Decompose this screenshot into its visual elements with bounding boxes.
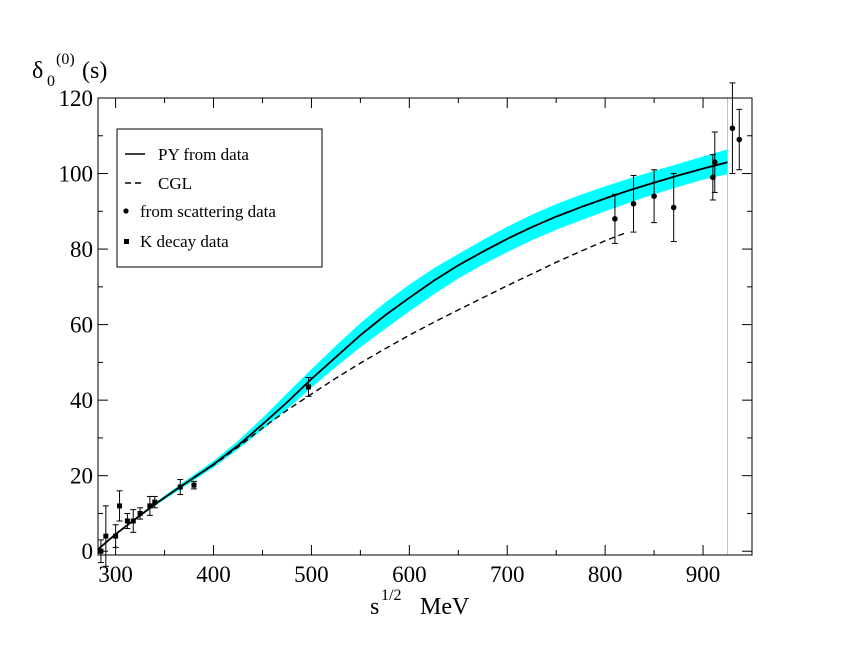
ticks-layer: 300 400 500 600 700 800 900 0 20 40 60 80 100 120: [59, 86, 753, 587]
kdecay-point: [113, 533, 119, 539]
py-error-band: [98, 149, 728, 550]
kdecay-point: [191, 482, 197, 488]
y-tick-label: 100: [59, 162, 94, 187]
y-tick-label: 60: [70, 313, 93, 338]
scattering-point: [670, 204, 677, 211]
legend-label-py: PY from data: [158, 145, 249, 164]
legend-label-scattering: from scattering data: [140, 202, 276, 221]
scattering-point: [729, 125, 736, 132]
scattering-point: [711, 159, 718, 166]
legend-label-kdecay: K decay data: [140, 232, 229, 251]
kdecay-point: [103, 533, 109, 539]
kdecay-point: [305, 384, 311, 390]
x-axis-label-sup: 1/2: [381, 587, 401, 604]
x-tick-label: 400: [196, 562, 231, 587]
y-axis-label-base: δ: [32, 58, 43, 84]
scattering-point: [612, 216, 618, 222]
kdecay-point: [152, 499, 158, 505]
legend-square-symbol: [124, 239, 129, 244]
scattering-point: [630, 200, 637, 207]
scattering-point: [736, 136, 743, 143]
x-tick-label: 700: [490, 562, 525, 587]
cgl-dashed-curve: [97, 232, 625, 550]
y-tick-label: 20: [70, 464, 93, 489]
kdecay-point: [117, 503, 123, 509]
data-points-layer: [97, 82, 743, 567]
y-axis-label-sub: 0: [47, 73, 55, 90]
x-tick-label: 900: [686, 562, 721, 587]
x-axis-label-base: s: [370, 594, 379, 620]
x-tick-label: 500: [294, 562, 329, 587]
error-band-layer: [98, 149, 728, 550]
scattering-point: [710, 174, 716, 181]
y-tick-label: 80: [70, 237, 93, 262]
legend-box: [116, 128, 323, 268]
x-axis-label-tail: MeV: [420, 594, 470, 620]
y-tick-label: 120: [59, 86, 94, 111]
x-tick-label: 600: [392, 562, 427, 587]
kdecay-point: [124, 518, 130, 524]
kdecay-point: [147, 503, 153, 509]
legend: PY from data CGL from scattering data K …: [116, 128, 323, 268]
kdecay-point: [130, 518, 136, 524]
y-tick-label: 40: [70, 388, 93, 413]
x-axis-label: s 1/2 MeV: [370, 587, 470, 620]
y-axis-label-tail: (s): [82, 58, 107, 84]
legend-circle-symbol: [123, 208, 129, 214]
scattering-point: [651, 193, 657, 199]
kdecay-point: [177, 484, 183, 490]
plot-frame: [97, 97, 753, 556]
y-axis-label: δ 0 (0) (s): [32, 51, 107, 90]
y-tick-label: 0: [82, 539, 94, 564]
legend-label-cgl: CGL: [158, 174, 192, 193]
x-tick-label: 800: [588, 562, 623, 587]
y-axis-label-sup: (0): [56, 51, 75, 68]
kdecay-point: [137, 510, 143, 516]
x-tick-label: 300: [98, 562, 133, 587]
